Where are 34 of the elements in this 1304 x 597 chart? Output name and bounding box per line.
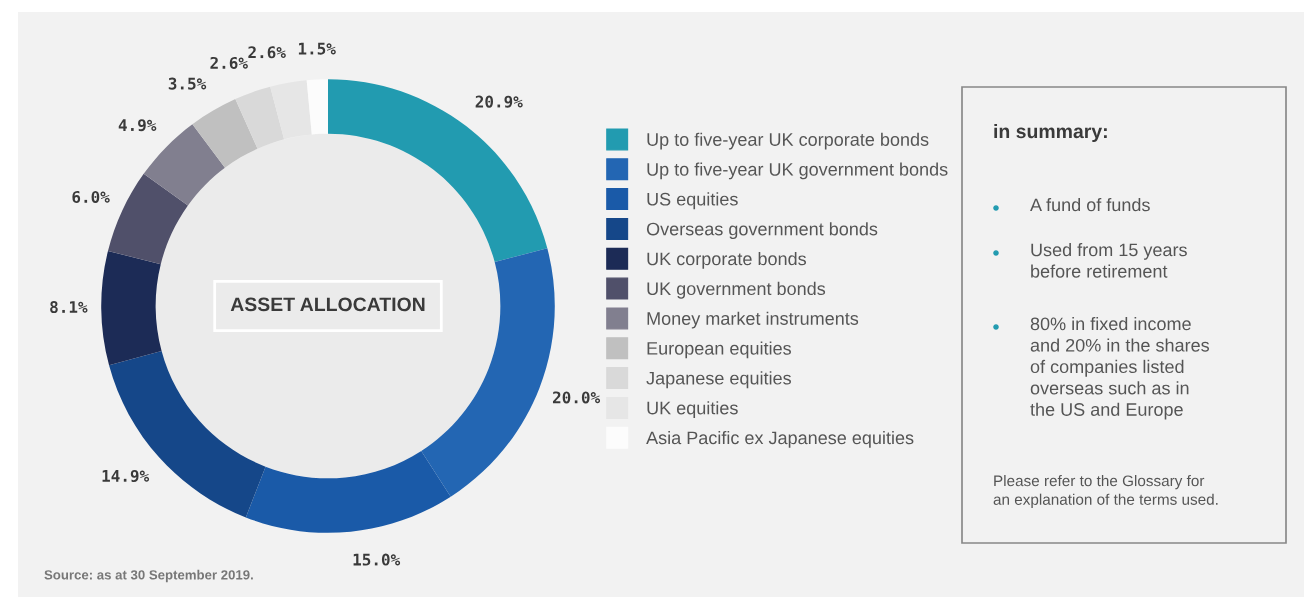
legend-label: Japanese equities xyxy=(646,371,791,389)
donut-slice xyxy=(328,79,548,263)
data-label: 14.9% xyxy=(102,469,150,482)
text: ASSET ALLOCATION xyxy=(230,297,425,312)
legend-label: UK government bonds xyxy=(647,281,826,299)
text: 80% in fixed income and 20% in the shares of companies listed overseas such as in the US and Europe xyxy=(1030,317,1210,420)
legend-label: Up to five-year UK government bonds xyxy=(647,162,948,180)
data-label: 1.5% xyxy=(298,42,336,55)
legend-label: US equities xyxy=(647,192,738,210)
data-label: 4.9% xyxy=(118,119,157,132)
legend-label: Overseas government bonds xyxy=(646,222,878,239)
legend-label: Money market instruments xyxy=(647,311,859,329)
legend-label: Up to five-year UK corporate bonds xyxy=(647,132,929,150)
legend-label: Asia Pacific ex Japanese equities xyxy=(646,430,914,448)
text: in summary: xyxy=(994,123,1107,143)
data-label: 6.0% xyxy=(72,190,110,203)
legend-label: UK corporate bonds xyxy=(647,251,807,269)
text: Used from 15 years before retirement xyxy=(1031,243,1187,278)
data-label: 3.5% xyxy=(168,77,207,90)
data-label: 2.6% xyxy=(248,46,286,59)
donut-slice xyxy=(306,79,328,135)
donut-slice xyxy=(192,99,258,168)
data-label: 20.0% xyxy=(552,391,601,404)
data-label: 2.6% xyxy=(210,56,248,69)
text: A fund of funds xyxy=(1030,198,1150,212)
legend-label: European equities xyxy=(647,341,791,359)
donut-slice xyxy=(101,250,162,366)
text: Please refer to the Glossary for an explanation of the terms used. xyxy=(993,475,1218,508)
data-label: 20.9% xyxy=(475,95,523,108)
source-note: Source: as at 30 September 2019. xyxy=(44,569,253,583)
data-label: 15.0% xyxy=(353,553,401,566)
donut-slice xyxy=(235,86,285,149)
legend-label: UK equities xyxy=(647,401,738,418)
data-label: 8.1% xyxy=(50,300,88,314)
